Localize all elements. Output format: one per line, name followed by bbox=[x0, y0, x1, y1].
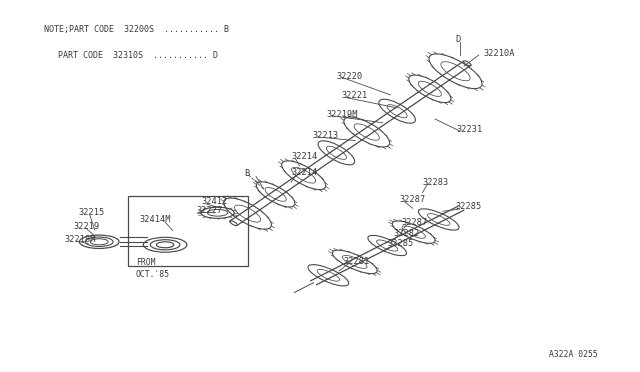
Text: 32215: 32215 bbox=[78, 208, 104, 217]
Text: NOTE;PART CODE  32200S  ........... B: NOTE;PART CODE 32200S ........... B bbox=[44, 25, 228, 34]
Text: 32210A: 32210A bbox=[483, 49, 515, 58]
Text: 32287: 32287 bbox=[402, 218, 428, 227]
Text: 32213: 32213 bbox=[312, 131, 339, 140]
Text: PART CODE  32310S  ........... D: PART CODE 32310S ........... D bbox=[58, 51, 218, 60]
Text: 32282: 32282 bbox=[394, 229, 420, 238]
Text: 32214: 32214 bbox=[291, 169, 317, 177]
Text: D: D bbox=[456, 35, 461, 44]
Text: 32219M: 32219M bbox=[326, 110, 358, 119]
Text: 32285: 32285 bbox=[456, 202, 482, 211]
Text: FROM
OCT.'85: FROM OCT.'85 bbox=[136, 258, 170, 279]
Text: 32285: 32285 bbox=[387, 239, 413, 248]
Text: A322A 0255: A322A 0255 bbox=[549, 350, 598, 359]
Text: 32281: 32281 bbox=[343, 257, 369, 266]
Text: 32414M: 32414M bbox=[140, 215, 171, 224]
Text: 32287: 32287 bbox=[399, 195, 426, 203]
Bar bbox=[128, 196, 248, 266]
Text: B: B bbox=[244, 169, 250, 178]
Text: 32218M: 32218M bbox=[64, 235, 95, 244]
Text: 32214: 32214 bbox=[291, 153, 317, 161]
Text: 32220: 32220 bbox=[337, 72, 363, 81]
Text: 32412: 32412 bbox=[202, 197, 228, 206]
Text: 32221: 32221 bbox=[342, 92, 368, 100]
Text: 32227: 32227 bbox=[196, 206, 223, 215]
Text: 32231: 32231 bbox=[457, 125, 483, 134]
Text: 32283: 32283 bbox=[422, 178, 449, 187]
Text: 32219: 32219 bbox=[74, 222, 100, 231]
